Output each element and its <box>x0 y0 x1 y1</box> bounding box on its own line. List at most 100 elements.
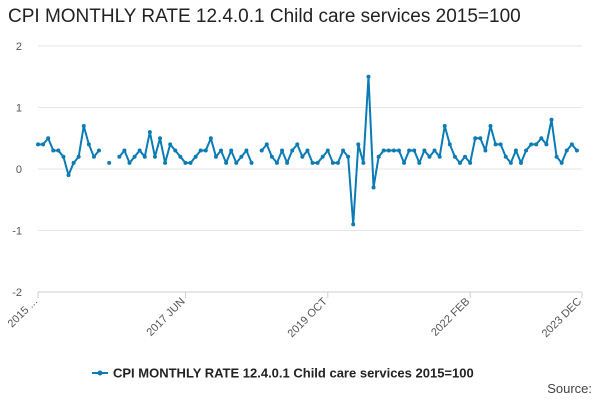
data-point <box>417 160 422 165</box>
data-point <box>396 148 401 153</box>
x-axis: 2015 ... 2017 JUN 2019 OCT 2022 FEB 2023 DEC <box>6 291 584 340</box>
data-point <box>402 160 407 165</box>
data-point <box>127 160 132 165</box>
legend-marker <box>97 370 103 376</box>
legend[interactable]: CPI MONTHLY RATE 12.4.0.1 Child care ser… <box>92 366 474 381</box>
data-point <box>61 154 66 159</box>
data-point <box>427 154 432 159</box>
data-point <box>524 148 529 153</box>
data-point <box>274 160 279 165</box>
data-point <box>66 173 71 178</box>
data-point <box>86 142 91 147</box>
y-tick-label: -2 <box>12 287 22 299</box>
gridlines <box>38 45 582 293</box>
data-point <box>239 154 244 159</box>
series-line <box>118 131 253 164</box>
y-tick-label: -1 <box>12 226 22 238</box>
data-point <box>97 148 102 153</box>
data-point <box>320 154 325 159</box>
data-point <box>269 154 274 159</box>
data-point <box>335 160 340 165</box>
data-point <box>544 142 549 147</box>
series-layer <box>36 74 579 227</box>
data-point <box>371 185 376 190</box>
data-point <box>203 148 208 153</box>
data-point <box>147 130 152 135</box>
data-point <box>478 136 483 141</box>
data-point <box>178 154 183 159</box>
data-point <box>325 148 330 153</box>
data-point <box>208 136 213 141</box>
data-point <box>91 154 96 159</box>
data-point <box>81 123 86 128</box>
data-point <box>452 154 457 159</box>
data-point <box>219 148 224 153</box>
data-point <box>213 154 218 159</box>
data-point <box>158 136 163 141</box>
data-point <box>457 160 462 165</box>
data-point <box>341 148 346 153</box>
source-label: Source: <box>547 381 592 396</box>
data-point <box>41 142 46 147</box>
data-point <box>376 154 381 159</box>
data-point <box>224 160 229 165</box>
data-point <box>163 160 168 165</box>
data-point <box>310 160 315 165</box>
data-point <box>76 154 81 159</box>
data-point <box>249 160 254 165</box>
data-point <box>356 142 361 147</box>
data-point <box>498 142 503 147</box>
data-point <box>391 148 396 153</box>
data-point <box>198 148 203 153</box>
data-point <box>412 148 417 153</box>
chart-title: CPI MONTHLY RATE 12.4.0.1 Child care ser… <box>8 6 521 27</box>
data-point <box>361 160 366 165</box>
data-point <box>539 136 544 141</box>
data-point <box>51 148 56 153</box>
data-point <box>468 160 473 165</box>
data-point <box>264 142 269 147</box>
data-point <box>188 160 193 165</box>
data-point <box>463 154 468 159</box>
data-point <box>574 148 579 153</box>
data-point <box>107 160 112 165</box>
data-point <box>483 148 488 153</box>
data-point <box>330 160 335 165</box>
data-point <box>305 148 310 153</box>
x-tick-label: 2017 JUN <box>144 296 187 339</box>
data-point <box>132 154 137 159</box>
data-point <box>351 222 356 227</box>
data-point <box>56 148 61 153</box>
data-point <box>122 148 127 153</box>
data-point <box>554 154 559 159</box>
data-point <box>234 160 239 165</box>
data-point <box>229 148 234 153</box>
data-point <box>437 154 442 159</box>
data-point <box>513 148 518 153</box>
y-tick-label: 1 <box>16 103 22 115</box>
data-point <box>386 148 391 153</box>
data-point <box>244 148 249 153</box>
data-point <box>569 142 574 147</box>
data-point <box>290 148 295 153</box>
data-point <box>564 148 569 153</box>
data-point <box>549 117 554 122</box>
x-tick-label: 2023 DEC <box>540 296 584 340</box>
y-tick-label: 0 <box>16 164 22 176</box>
data-point <box>407 148 412 153</box>
data-point <box>71 160 76 165</box>
data-point <box>381 148 386 153</box>
y-tick-label: 2 <box>16 41 22 53</box>
series-line <box>38 124 100 177</box>
data-point <box>173 148 178 153</box>
data-point <box>36 142 40 147</box>
data-point <box>503 154 508 159</box>
data-point <box>488 123 493 128</box>
data-point <box>285 160 290 165</box>
data-point <box>518 160 523 165</box>
data-point <box>447 142 452 147</box>
x-tick-label: 2019 OCT <box>286 295 331 340</box>
data-point <box>534 142 539 147</box>
data-point <box>366 74 371 79</box>
